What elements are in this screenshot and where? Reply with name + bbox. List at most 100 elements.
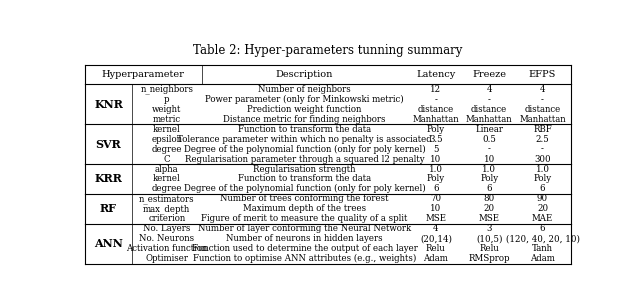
- Text: MSE: MSE: [479, 214, 500, 223]
- Text: Number of neurons in hidden layers: Number of neurons in hidden layers: [226, 234, 383, 243]
- Text: 1.0: 1.0: [482, 164, 496, 174]
- Text: 80: 80: [484, 194, 495, 203]
- Text: 12: 12: [430, 85, 442, 94]
- Text: Poly: Poly: [480, 174, 499, 184]
- Text: Relu: Relu: [479, 244, 499, 253]
- Text: p: p: [164, 95, 170, 104]
- Text: Maximum depth of the trees: Maximum depth of the trees: [243, 204, 366, 213]
- Text: -: -: [541, 145, 544, 154]
- Text: 10: 10: [430, 204, 442, 213]
- Text: Table 2: Hyper-parameters tunning summary: Table 2: Hyper-parameters tunning summar…: [193, 43, 463, 57]
- Text: No. Layers: No. Layers: [143, 224, 191, 233]
- Text: (10,5): (10,5): [476, 234, 502, 243]
- Text: Poly: Poly: [427, 125, 445, 134]
- Text: Power parameter (only for Minkowski metric): Power parameter (only for Minkowski metr…: [205, 95, 404, 104]
- Text: 6: 6: [540, 185, 545, 193]
- Text: Distance metric for finding neighbors: Distance metric for finding neighbors: [223, 115, 386, 124]
- Text: Number of layer conforming the Neural Network: Number of layer conforming the Neural Ne…: [198, 224, 411, 233]
- Text: KRR: KRR: [95, 174, 122, 185]
- Text: Optimiser: Optimiser: [145, 254, 188, 263]
- Text: 0.5: 0.5: [483, 135, 496, 144]
- Text: 4: 4: [540, 85, 545, 94]
- Text: Manhattan: Manhattan: [519, 115, 566, 124]
- Text: -: -: [435, 95, 437, 104]
- Text: 1.0: 1.0: [536, 164, 550, 174]
- Text: degree: degree: [152, 145, 182, 154]
- Text: 5: 5: [433, 145, 438, 154]
- Text: (20,14): (20,14): [420, 234, 452, 243]
- Text: Adam: Adam: [530, 254, 555, 263]
- Text: 20: 20: [484, 204, 495, 213]
- Text: SVR: SVR: [95, 139, 122, 150]
- Text: MAE: MAE: [532, 214, 553, 223]
- Text: RBF: RBF: [533, 125, 552, 134]
- Text: 4: 4: [486, 85, 492, 94]
- Text: Tanh: Tanh: [532, 244, 553, 253]
- Text: Degree of the polynomial function (only for poly kernel): Degree of the polynomial function (only …: [184, 145, 426, 154]
- Text: 6: 6: [540, 224, 545, 233]
- Text: 6: 6: [486, 185, 492, 193]
- Text: epsilon: epsilon: [151, 135, 182, 144]
- Text: Manhattan: Manhattan: [466, 115, 513, 124]
- Text: 3: 3: [486, 224, 492, 233]
- Text: RF: RF: [100, 203, 117, 214]
- Text: (120, 40, 20, 10): (120, 40, 20, 10): [506, 234, 580, 243]
- Text: Figure of merit to measure the quality of a split: Figure of merit to measure the quality o…: [201, 214, 408, 223]
- Text: 1.0: 1.0: [429, 164, 443, 174]
- Text: Function used to determine the output of each layer: Function used to determine the output of…: [191, 244, 417, 253]
- Text: 10: 10: [430, 154, 442, 164]
- Text: -: -: [488, 145, 491, 154]
- Text: -: -: [488, 95, 491, 104]
- Text: n_estimators: n_estimators: [139, 194, 195, 204]
- Text: Regularisation strength: Regularisation strength: [253, 164, 356, 174]
- Text: -: -: [541, 95, 544, 104]
- Text: distance: distance: [471, 105, 508, 114]
- Text: 2.5: 2.5: [536, 135, 549, 144]
- Text: Linear: Linear: [475, 125, 503, 134]
- Text: Function to optimise ANN attributes (e.g., weights): Function to optimise ANN attributes (e.g…: [193, 254, 416, 263]
- Text: Function to transform the data: Function to transform the data: [238, 125, 371, 134]
- Text: Prediction weight function: Prediction weight function: [247, 105, 362, 114]
- Text: KNR: KNR: [94, 99, 123, 110]
- Text: Description: Description: [276, 70, 333, 79]
- Text: Adam: Adam: [424, 254, 448, 263]
- Text: degree: degree: [152, 185, 182, 193]
- Text: Activation function: Activation function: [126, 244, 207, 253]
- Text: Poly: Poly: [534, 174, 552, 184]
- Text: RMSprop: RMSprop: [468, 254, 510, 263]
- Text: metric: metric: [153, 115, 181, 124]
- Text: Tolerance parameter within which no penalty is associated: Tolerance parameter within which no pena…: [177, 135, 432, 144]
- Text: kernel: kernel: [153, 174, 180, 184]
- Text: 20: 20: [537, 204, 548, 213]
- Text: distance: distance: [524, 105, 561, 114]
- Text: Degree of the polynomial function (only for poly kernel): Degree of the polynomial function (only …: [184, 184, 426, 193]
- Text: n_neighbors: n_neighbors: [140, 85, 193, 94]
- Text: distance: distance: [418, 105, 454, 114]
- Text: 300: 300: [534, 154, 551, 164]
- Text: 70: 70: [430, 194, 442, 203]
- Text: max_depth: max_depth: [143, 204, 191, 214]
- Text: 10: 10: [484, 154, 495, 164]
- Text: alpha: alpha: [155, 164, 179, 174]
- Text: Number of trees conforming the forest: Number of trees conforming the forest: [220, 194, 388, 203]
- Text: 3.5: 3.5: [429, 135, 443, 144]
- Text: 90: 90: [537, 194, 548, 203]
- Text: 6: 6: [433, 185, 438, 193]
- Text: Number of neighbors: Number of neighbors: [258, 85, 351, 94]
- Text: MSE: MSE: [426, 214, 446, 223]
- Text: Relu: Relu: [426, 244, 445, 253]
- Text: ANN: ANN: [94, 238, 123, 249]
- Text: C: C: [163, 154, 170, 164]
- Text: Hyperparameter: Hyperparameter: [102, 70, 185, 79]
- Text: Function to transform the data: Function to transform the data: [238, 174, 371, 184]
- Text: kernel: kernel: [153, 125, 180, 134]
- Text: Latency: Latency: [416, 70, 456, 79]
- Text: Freeze: Freeze: [472, 70, 506, 79]
- Text: No. Neurons: No. Neurons: [140, 234, 195, 243]
- Text: EFPS: EFPS: [529, 70, 556, 79]
- Text: Regularisation parameter through a squared l2 penalty: Regularisation parameter through a squar…: [184, 154, 424, 164]
- Text: 4: 4: [433, 224, 438, 233]
- Text: criterion: criterion: [148, 214, 186, 223]
- Text: Poly: Poly: [427, 174, 445, 184]
- Text: Manhattan: Manhattan: [413, 115, 459, 124]
